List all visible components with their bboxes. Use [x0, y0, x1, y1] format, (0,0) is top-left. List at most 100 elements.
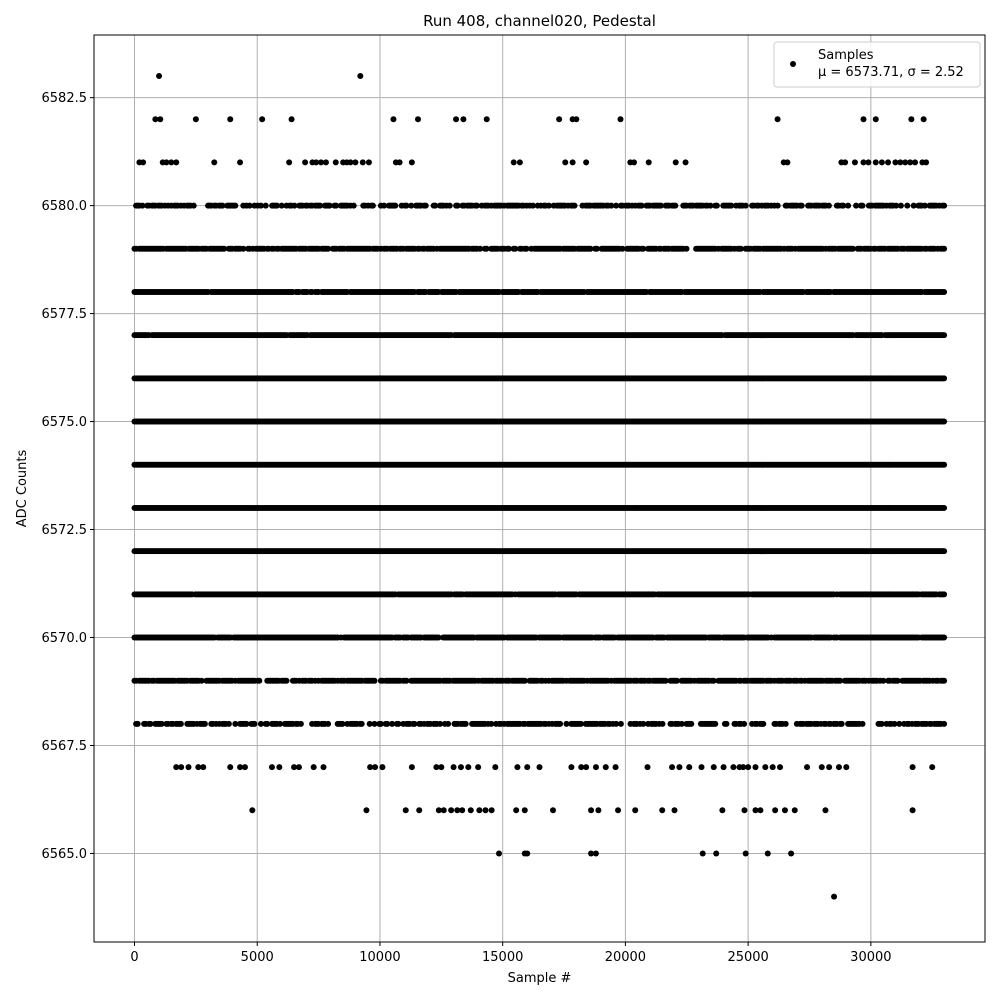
data-point [251, 720, 258, 727]
data-point [237, 764, 244, 771]
data-point [804, 764, 811, 771]
data-point [379, 764, 386, 771]
data-point [730, 764, 737, 771]
data-point [198, 677, 205, 684]
data-point [445, 720, 452, 727]
data-point [411, 720, 418, 727]
data-point [283, 677, 290, 684]
data-point [366, 720, 373, 727]
data-point [268, 764, 275, 771]
data-point [524, 850, 531, 857]
data-point [438, 764, 445, 771]
data-point [402, 807, 409, 814]
data-point [178, 764, 185, 771]
data-point [450, 764, 457, 771]
data-point [929, 764, 936, 771]
data-point [838, 720, 845, 727]
data-point [699, 850, 706, 857]
data-point [416, 807, 423, 814]
data-point [698, 764, 705, 771]
data-point [243, 720, 250, 727]
data-point [592, 850, 599, 857]
data-point [435, 807, 442, 814]
data-point [941, 375, 948, 382]
data-point [339, 720, 346, 727]
data-point [395, 720, 402, 727]
data-point [941, 548, 948, 555]
data-point [433, 764, 440, 771]
data-point [941, 720, 948, 727]
data-point [440, 807, 447, 814]
data-point [257, 720, 264, 727]
data-point [227, 764, 234, 771]
data-point [941, 634, 948, 641]
scatter-series-samples [131, 73, 948, 900]
grid [94, 35, 985, 942]
data-point [831, 893, 838, 900]
data-point [592, 764, 599, 771]
data-point [941, 504, 948, 511]
data-point [909, 807, 916, 814]
data-point [835, 764, 842, 771]
data-point [772, 807, 779, 814]
data-point [403, 677, 410, 684]
data-point [712, 720, 719, 727]
data-point [640, 720, 647, 727]
data-point [232, 720, 239, 727]
data-point [880, 677, 887, 684]
data-point [822, 807, 829, 814]
data-point [752, 764, 759, 771]
data-point [249, 807, 256, 814]
data-point [595, 807, 602, 814]
data-point [276, 764, 283, 771]
data-point [894, 677, 901, 684]
data-point [550, 807, 556, 814]
data-point [521, 677, 528, 684]
data-point [377, 720, 384, 727]
data-point [764, 850, 771, 857]
data-point [859, 720, 866, 727]
data-point [476, 807, 483, 814]
data-point [524, 764, 531, 771]
data-point [742, 850, 749, 857]
data-point [297, 720, 304, 727]
data-point [384, 720, 391, 727]
data-point [669, 764, 676, 771]
data-point [909, 764, 916, 771]
data-point [659, 807, 666, 814]
data-point [408, 764, 415, 771]
data-point [435, 634, 442, 641]
data-point [788, 850, 795, 857]
data-point [241, 764, 248, 771]
data-point [588, 807, 595, 814]
data-point [688, 720, 695, 727]
data-point [720, 764, 727, 771]
data-point [719, 807, 726, 814]
data-point [740, 764, 747, 771]
data-point [514, 764, 521, 771]
data-point [617, 720, 624, 727]
data-point [837, 677, 844, 684]
data-point [177, 720, 184, 727]
data-point [678, 720, 685, 727]
data-point [147, 720, 154, 727]
data-point [488, 807, 495, 814]
data-point [256, 677, 263, 684]
data-point [741, 720, 748, 727]
data-point [615, 807, 622, 814]
data-point [521, 807, 528, 814]
data-point [264, 720, 271, 727]
data-point [941, 677, 948, 684]
data-point [941, 461, 948, 468]
data-point [676, 764, 683, 771]
data-point [462, 720, 469, 727]
data-point [488, 720, 495, 727]
data-point [459, 807, 466, 814]
data-point [291, 764, 298, 771]
data-point [941, 332, 948, 339]
data-point [225, 720, 232, 727]
data-point [710, 677, 717, 684]
data-point [201, 720, 208, 727]
data-point [723, 720, 730, 727]
